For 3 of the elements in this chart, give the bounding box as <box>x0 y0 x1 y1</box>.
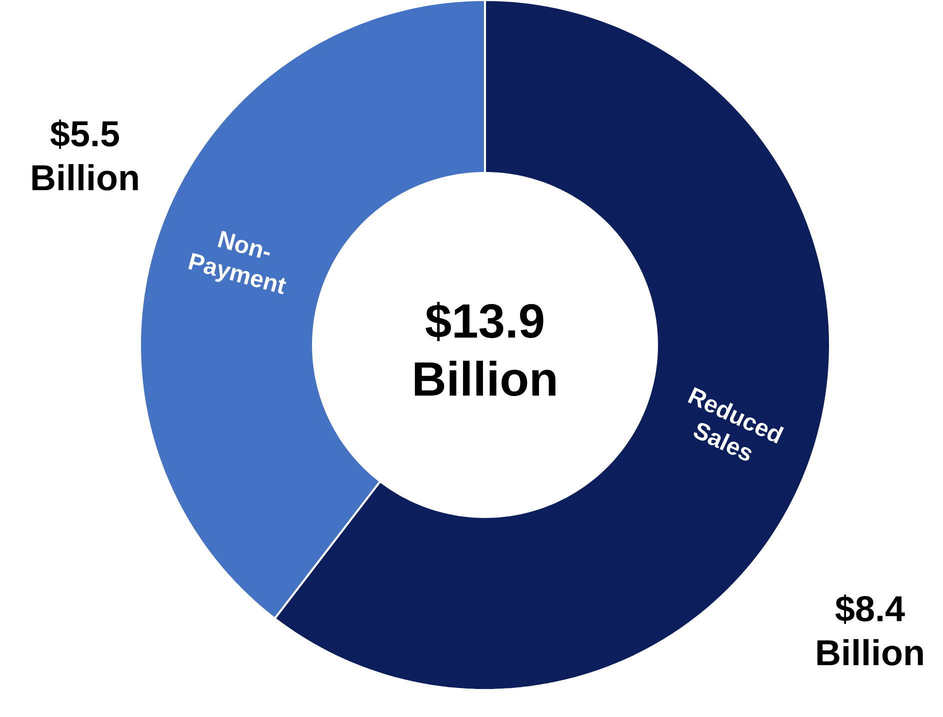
data-label: $5.5 Billion <box>32 119 138 191</box>
data-label: $8.4 Billion <box>817 594 923 666</box>
text: $13.9 Billion <box>414 302 556 396</box>
